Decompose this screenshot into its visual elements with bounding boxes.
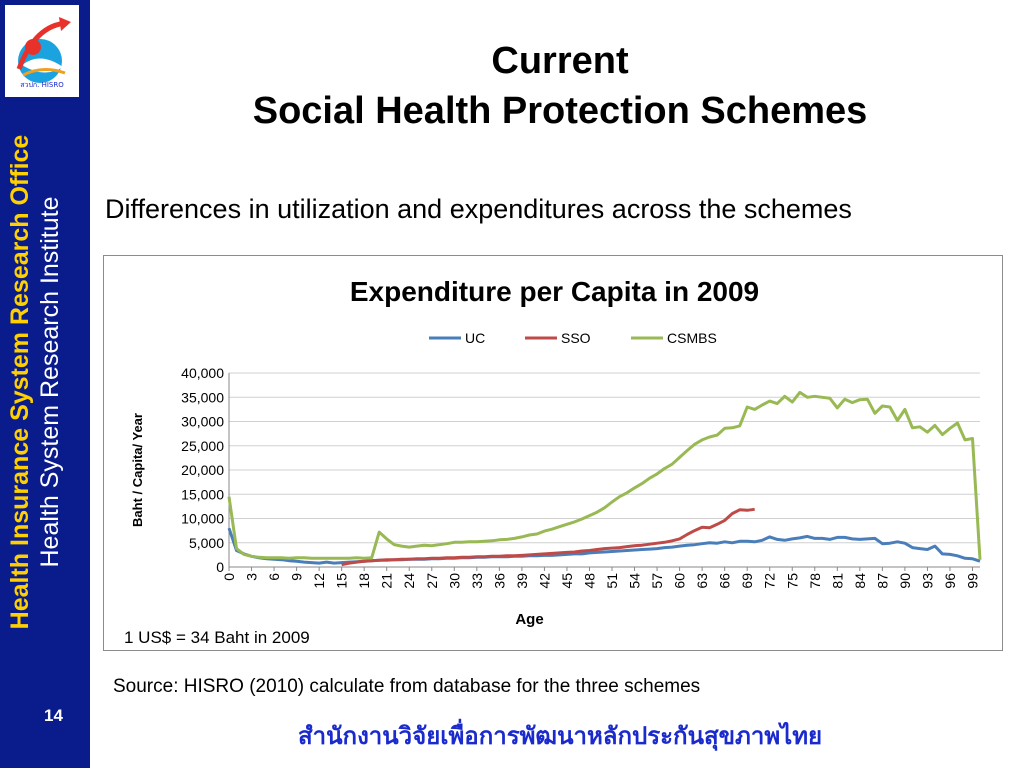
series-line-csmbs <box>227 390 982 560</box>
x-tick-label: 48 <box>581 573 597 589</box>
x-tick-label: 57 <box>649 573 665 589</box>
sidebar-line2: Health System Research Institute <box>36 196 64 568</box>
chart-title: Expenditure per Capita in 2009 <box>350 276 759 307</box>
slide-subtitle: Differences in utilization and expenditu… <box>105 194 852 224</box>
x-axis-title: Age <box>515 611 543 628</box>
y-tick-label: 40,000 <box>181 365 224 381</box>
x-tick-label: 42 <box>536 573 552 589</box>
x-tick-label: 0 <box>221 573 237 581</box>
y-tick-label: 30,000 <box>181 414 224 430</box>
x-tick-label: 63 <box>694 573 710 589</box>
logo: สวปก. HISRO <box>5 5 79 97</box>
x-tick-label: 21 <box>379 573 395 589</box>
x-tick-label: 90 <box>897 573 913 589</box>
y-tick-label: 10,000 <box>181 511 224 527</box>
x-tick-label: 30 <box>446 573 462 589</box>
chart-frame: Expenditure per Capita in 2009 UC SSO CSMBS… <box>103 255 1003 651</box>
legend-label-csmbs: CSMBS <box>667 330 717 346</box>
x-tick-label: 72 <box>762 573 778 589</box>
x-tick-label: 69 <box>739 573 755 589</box>
hisro-logo-icon: สวปก. HISRO <box>16 17 71 89</box>
exchange-rate-note: 1 US$ = 34 Baht in 2009 <box>124 628 310 647</box>
sidebar-rotated-text: Health Insurance System Research Office … <box>5 92 85 672</box>
x-tick-label: 45 <box>559 573 575 589</box>
y-tick-label: 15,000 <box>181 486 224 502</box>
x-tick-label: 27 <box>424 573 440 589</box>
expenditure-line-chart: Expenditure per Capita in 2009 UC SSO CSMBS… <box>124 276 982 647</box>
y-tick-label: 20,000 <box>181 462 224 478</box>
y-tick-label: 5,000 <box>189 535 224 551</box>
y-tick-label: 25,000 <box>181 438 224 454</box>
title-line1: Current <box>491 40 629 82</box>
x-tick-label: 78 <box>807 573 823 589</box>
legend-label-uc: UC <box>465 330 485 346</box>
page-number: 14 <box>44 706 63 725</box>
y-axis-title: Baht / Capita/ Year <box>130 413 145 527</box>
series-line-sso <box>341 507 755 567</box>
logo-text: สวปก. HISRO <box>20 81 64 89</box>
sidebar: สวปก. HISRO Health Insurance System Rese… <box>0 0 90 768</box>
x-tick-label: 54 <box>627 573 643 589</box>
source-note: Source: HISRO (2010) calculate from data… <box>113 676 701 697</box>
x-tick-label: 87 <box>874 573 890 589</box>
x-tick-label: 6 <box>266 573 282 581</box>
x-tick-label: 39 <box>514 573 530 589</box>
slide-title: Current Social Health Protection Schemes <box>150 36 970 136</box>
x-tick-label: 9 <box>289 573 305 581</box>
x-tick-label: 51 <box>604 573 620 589</box>
y-tick-label: 0 <box>216 559 224 575</box>
x-tick-label: 99 <box>964 573 980 589</box>
x-tick-label: 75 <box>784 573 800 589</box>
x-tick-label: 3 <box>244 573 260 581</box>
x-tick-label: 18 <box>356 573 372 589</box>
title-line2: Social Health Protection Schemes <box>252 90 868 132</box>
x-tick-label: 24 <box>401 573 417 589</box>
thai-org-name: สำนักงานวิจัยเพื่อการพัฒนาหลักประกันสุขภ… <box>298 722 823 750</box>
x-tick-label: 84 <box>852 573 868 589</box>
x-tick-label: 93 <box>919 573 935 589</box>
y-tick-label: 35,000 <box>181 389 224 405</box>
legend-label-sso: SSO <box>561 330 591 346</box>
x-tick-label: 15 <box>334 573 350 589</box>
x-tick-label: 12 <box>311 573 327 589</box>
x-tick-label: 33 <box>469 573 485 589</box>
x-tick-label: 81 <box>829 573 845 589</box>
x-tick-label: 96 <box>942 573 958 589</box>
sidebar-line1: Health Insurance System Research Office <box>6 134 34 630</box>
x-tick-label: 36 <box>491 573 507 589</box>
x-tick-label: 66 <box>717 573 733 589</box>
x-tick-label: 60 <box>672 573 688 589</box>
